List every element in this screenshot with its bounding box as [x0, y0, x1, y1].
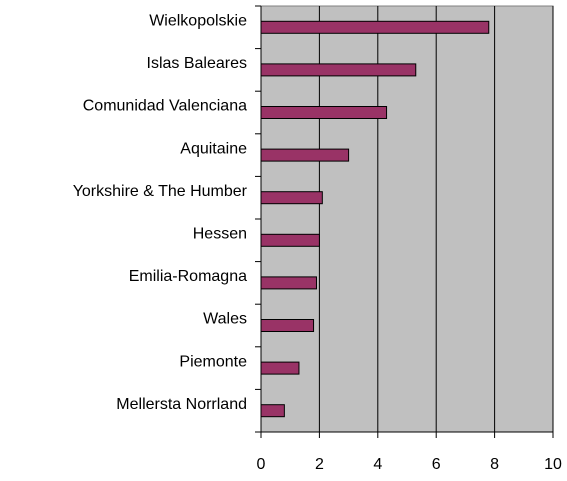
bar [260, 148, 350, 162]
y-tick-label: Wielkopolskie [149, 13, 247, 30]
bar [260, 404, 285, 418]
y-tick-label: Comunidad Valenciana [83, 98, 247, 115]
y-tick-label: Piemonte [179, 353, 247, 370]
bar [260, 106, 388, 119]
bar [260, 233, 320, 247]
bar [260, 319, 315, 332]
plot-area [260, 5, 554, 433]
y-tick-label: Mellersta Norrland [116, 396, 247, 413]
y-tick-label: Hessen [193, 226, 247, 243]
x-tick-label: 4 [373, 456, 382, 473]
y-tick-label: Islas Baleares [147, 55, 248, 72]
bar [260, 63, 417, 77]
bar [260, 361, 300, 375]
x-tick-label: 8 [490, 456, 499, 473]
y-tick-label: Yorkshire & The Humber [73, 183, 248, 200]
y-tick-label: Aquitaine [180, 140, 247, 157]
bar [260, 276, 317, 290]
bar [260, 191, 323, 205]
y-tick-label: Emilia-Romagna [129, 268, 247, 285]
x-tick-label: 6 [432, 456, 441, 473]
x-tick-label: 0 [257, 456, 266, 473]
x-tick-label: 10 [544, 456, 562, 473]
bar [260, 20, 490, 34]
y-tick-label: Wales [203, 311, 247, 328]
x-tick-label: 2 [315, 456, 324, 473]
